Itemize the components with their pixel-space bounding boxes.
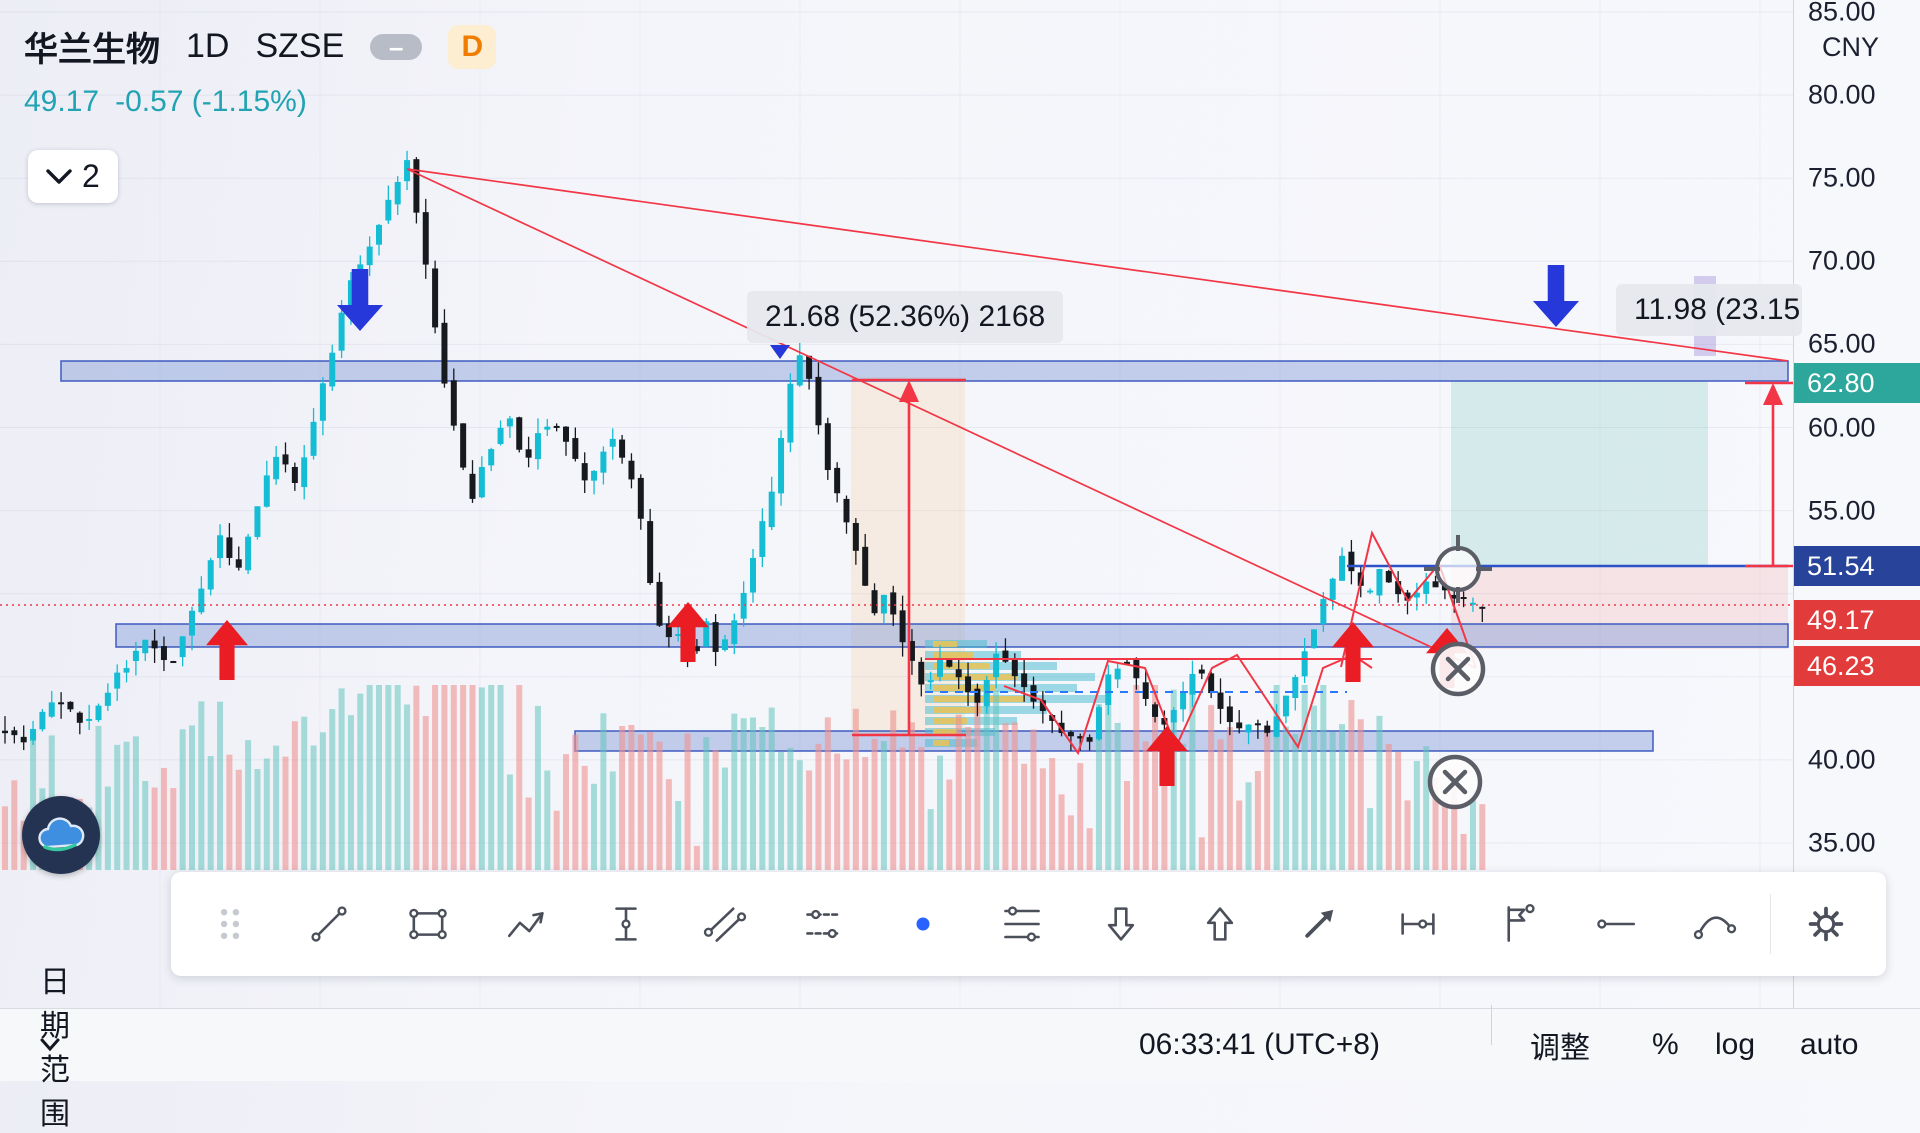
price-tick: 85.00	[1808, 0, 1876, 27]
parallel-channel-icon	[704, 907, 747, 942]
tool-arrow-down[interactable]	[1071, 872, 1170, 976]
settings-icon	[1809, 906, 1844, 942]
price-badge: 49.17	[1794, 600, 1920, 640]
date-range-label: 日期范围	[40, 966, 70, 1131]
tool-settings[interactable]	[1777, 872, 1876, 976]
divider	[1770, 894, 1771, 954]
volume-bars	[2, 685, 1486, 870]
remove-drawing-icon[interactable]	[1428, 639, 1488, 699]
log-scale-button[interactable]: log	[1715, 1028, 1756, 1061]
tool-rectangle[interactable]	[379, 872, 478, 976]
price-tick: 65.00	[1808, 328, 1876, 359]
adjust-button[interactable]: 调整	[1530, 1032, 1590, 1065]
tool-horizontal-ray[interactable]	[1566, 872, 1665, 976]
buy-arrow-icon[interactable]	[206, 620, 248, 680]
remove-drawing-icon[interactable]	[1425, 752, 1485, 812]
measure-arrow-2[interactable]	[1745, 381, 1801, 568]
curve-icon	[1693, 916, 1736, 940]
date-range-button[interactable]: 日期范围	[40, 966, 70, 1131]
currency-label: CNY	[1822, 32, 1880, 62]
zigzag-pattern-2[interactable]	[1340, 530, 1477, 669]
zigzag-pattern-1[interactable]	[1003, 653, 1373, 756]
buy-arrow-icon[interactable]	[1146, 726, 1188, 786]
price-tick: 55.00	[1808, 495, 1876, 526]
tool-dot-brush[interactable]	[874, 872, 973, 976]
disjoint-channel-icon	[806, 909, 842, 939]
move-target-icon[interactable]	[1420, 531, 1496, 607]
tool-trend-line[interactable]	[280, 872, 379, 976]
object-tree-button[interactable]: 2	[28, 150, 118, 203]
price-line: 49.17 -0.57 (-1.15%)	[24, 85, 496, 119]
tool-curve[interactable]	[1665, 872, 1764, 976]
tool-vertical-measure[interactable]	[577, 872, 676, 976]
rectangle-icon	[409, 908, 448, 940]
price-badge: 46.23	[1794, 646, 1920, 686]
buy-arrow-icon[interactable]	[1332, 622, 1374, 682]
object-count: 2	[82, 158, 100, 194]
tool-price-range[interactable]	[1368, 872, 1467, 976]
price-range-icon	[1401, 913, 1435, 935]
interval-badge[interactable]: D	[448, 24, 497, 69]
auto-scale-button[interactable]: auto	[1800, 1028, 1859, 1061]
last-price: 49.17	[24, 85, 100, 118]
divider	[1491, 1005, 1492, 1045]
trend-line-1[interactable]	[406, 168, 1789, 362]
price-tick: 75.00	[1808, 162, 1876, 193]
buy-arrow-icon[interactable]	[667, 602, 709, 662]
dot-brush-icon	[916, 917, 930, 931]
tool-arrow-up[interactable]	[1170, 872, 1269, 976]
polyline-arrow-icon	[508, 912, 544, 938]
zones-layer	[60, 276, 1789, 752]
vertical-measure-icon	[615, 907, 637, 941]
resistance-band-top[interactable]	[60, 360, 1789, 382]
price-badge: 51.54	[1794, 546, 1920, 586]
symbol-header: 华兰生物 1D SZSE – D 49.17 -0.57 (-1.15%)	[24, 22, 497, 119]
tool-fib-lines[interactable]	[973, 872, 1072, 976]
chevron-down-icon	[40, 1038, 60, 1052]
arrow-marker-icon	[1305, 909, 1333, 938]
price-tick: 80.00	[1808, 79, 1876, 110]
bottom-bar: 日期范围 06:33:41 (UTC+8) 调整 % log auto	[0, 966, 1920, 1131]
tool-arrow-marker[interactable]	[1269, 872, 1368, 976]
price-tick: 40.00	[1808, 744, 1876, 775]
sell-arrow-icon[interactable]	[337, 269, 383, 331]
flag-mark-icon	[1507, 904, 1535, 942]
price-badge: 62.80	[1794, 363, 1920, 403]
tool-flag-mark[interactable]	[1467, 872, 1566, 976]
drawing-toolbar	[171, 872, 1886, 976]
symbol-name[interactable]: 华兰生物	[24, 31, 160, 69]
price-chart[interactable]	[0, 0, 1920, 1080]
measure-label-center[interactable]: 21.68 (52.36%) 2168	[747, 291, 1064, 343]
arrow-up-icon	[1206, 907, 1233, 941]
horizontal-ray-icon	[1596, 919, 1635, 929]
minimize-toggle[interactable]: –	[370, 33, 423, 60]
sell-arrow-icon[interactable]	[1533, 265, 1579, 327]
measure-label-right[interactable]: 11.98 (23.15	[1616, 284, 1802, 336]
app-logo-cloud-icon[interactable]	[22, 796, 100, 874]
chevron-down-icon	[46, 168, 72, 184]
price-axis[interactable]: CNY 85.00 80.00 75.00 70.00 65.00 60.00 55.00 4…	[1793, 0, 1920, 1008]
percent-scale-button[interactable]: %	[1652, 1028, 1679, 1061]
fib-lines-icon	[1004, 906, 1040, 942]
drag-handle-icon	[221, 908, 240, 940]
pointer-marker	[770, 345, 790, 359]
price-tick: 35.00	[1808, 827, 1876, 858]
price-tick: 70.00	[1808, 245, 1876, 276]
tool-parallel-channel[interactable]	[676, 872, 775, 976]
tool-polyline-arrow[interactable]	[478, 872, 577, 976]
trend-line-2[interactable]	[406, 168, 1477, 669]
tool-disjoint-channel[interactable]	[775, 872, 874, 976]
trend-line-icon	[311, 906, 348, 942]
tool-drag-handle[interactable]	[181, 872, 280, 976]
exchange-label: SZSE	[255, 27, 345, 65]
measure-arrow-1[interactable]	[852, 378, 966, 737]
clock-time: 06:33:41 (UTC+8)	[1139, 1028, 1380, 1061]
price-tick: 60.00	[1808, 412, 1876, 442]
target-zone	[1451, 381, 1708, 566]
risk-zone	[1451, 566, 1788, 649]
price-change: -0.57 (-1.15%)	[115, 85, 307, 118]
interval-label[interactable]: 1D	[186, 27, 230, 65]
arrow-down-icon	[1107, 907, 1135, 941]
